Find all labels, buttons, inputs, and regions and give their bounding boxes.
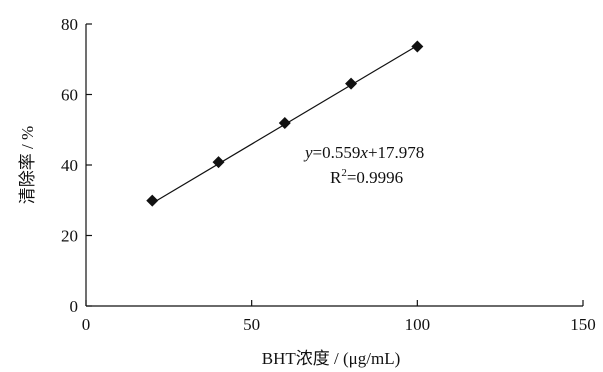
x-ticks: 0 50 100 150 [82, 300, 596, 334]
data-point-diamond [146, 194, 159, 207]
y-axis-title: 清除率 / % [18, 126, 37, 204]
data-point-diamond [345, 77, 358, 90]
x-tick-label: 0 [82, 315, 91, 334]
x-tick-label: 100 [405, 315, 431, 334]
x-tick-label: 50 [243, 315, 260, 334]
equation-annotation: y=0.559x+17.978 [303, 143, 424, 162]
equation-intercept: +17.978 [368, 143, 424, 162]
r2-base: R [330, 168, 342, 187]
data-point-diamond [278, 117, 291, 130]
equation-slope: =0.559 [313, 143, 361, 162]
y-tick-label: 60 [61, 86, 78, 105]
y-tick-label: 20 [61, 227, 78, 246]
r2-value: =0.9996 [347, 168, 403, 187]
plot-area: 0 50 100 150 0 20 40 60 80 [61, 15, 596, 334]
r-squared-annotation: R2=0.9996 [330, 167, 403, 187]
equation-x-var: x [359, 143, 368, 162]
data-points [146, 40, 424, 207]
r2-superscript: 2 [341, 167, 347, 179]
y-tick-label: 80 [61, 15, 78, 34]
x-axis-title: BHT浓度 / (μg/mL) [262, 349, 401, 368]
data-point-diamond [212, 156, 225, 169]
y-tick-label: 40 [61, 156, 78, 175]
data-point-diamond [411, 40, 424, 53]
y-tick-label: 0 [70, 297, 79, 316]
y-ticks: 0 20 40 60 80 [61, 15, 92, 316]
x-tick-label: 150 [570, 315, 596, 334]
equation-y-var: y [303, 143, 313, 162]
